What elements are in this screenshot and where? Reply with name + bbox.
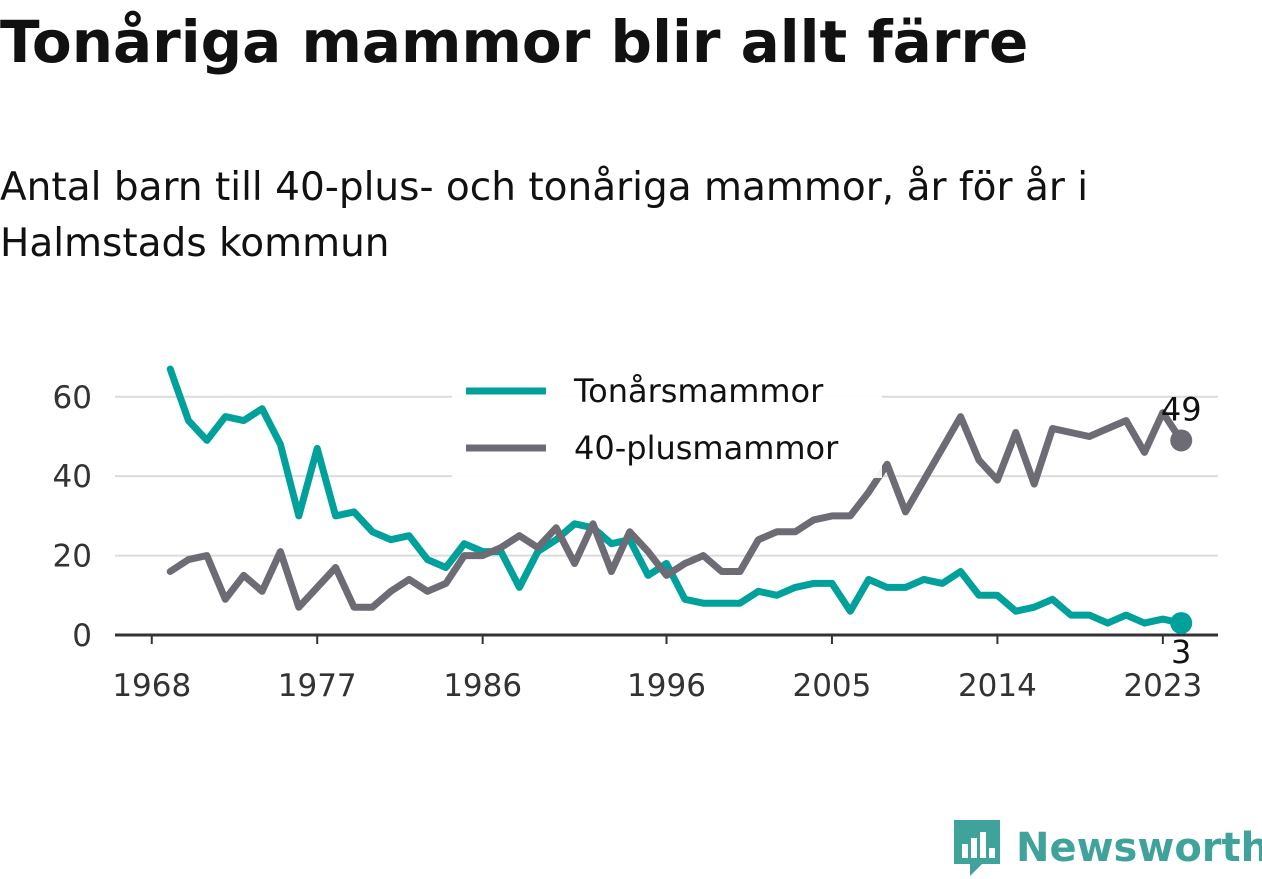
series-line-40-plusmammor xyxy=(166,409,1185,611)
legend-background xyxy=(452,360,882,478)
x-tick-label: 2014 xyxy=(958,668,1037,704)
x-axis-ticks: 1968 1977 1986 1996 2005 2014 2023 xyxy=(112,635,1202,704)
end-marker xyxy=(1170,429,1193,452)
end-value-label: 3 xyxy=(1171,633,1191,671)
series-lines xyxy=(166,365,1185,627)
y-tick-label: 20 xyxy=(53,539,92,575)
y-tick-label: 0 xyxy=(72,618,92,654)
end-marker xyxy=(1170,612,1193,635)
legend-label: 40-plusmammor xyxy=(574,429,839,467)
series-end-markers: 3 49 xyxy=(1161,390,1202,671)
x-tick-label: 2023 xyxy=(1123,668,1202,704)
chart-title: Tonåriga mammor blir allt färre xyxy=(0,8,1029,76)
x-tick-label: 1986 xyxy=(443,668,522,704)
x-tick-label: 1996 xyxy=(627,668,706,704)
end-value-label: 49 xyxy=(1161,390,1202,428)
legend-label: Tonårsmammor xyxy=(573,372,824,410)
y-axis-ticks: 0 20 40 60 xyxy=(53,380,92,654)
x-tick-label: 2005 xyxy=(792,668,871,704)
newsworthy-logo: Newsworthy xyxy=(952,818,1262,878)
brand-name: Newsworthy xyxy=(1016,825,1262,871)
y-tick-label: 40 xyxy=(53,459,92,495)
chart-subtitle: Antal barn till 40-plus- och tonåriga ma… xyxy=(0,165,1089,266)
legend: Tonårsmammor 40-plusmammor xyxy=(452,360,882,478)
y-tick-label: 60 xyxy=(53,380,92,416)
bar-chart-speech-bubble-icon xyxy=(954,820,1000,876)
series-line-ton-rsmammor xyxy=(166,365,1185,627)
x-tick-label: 1977 xyxy=(278,668,357,704)
x-tick-label: 1968 xyxy=(112,668,191,704)
